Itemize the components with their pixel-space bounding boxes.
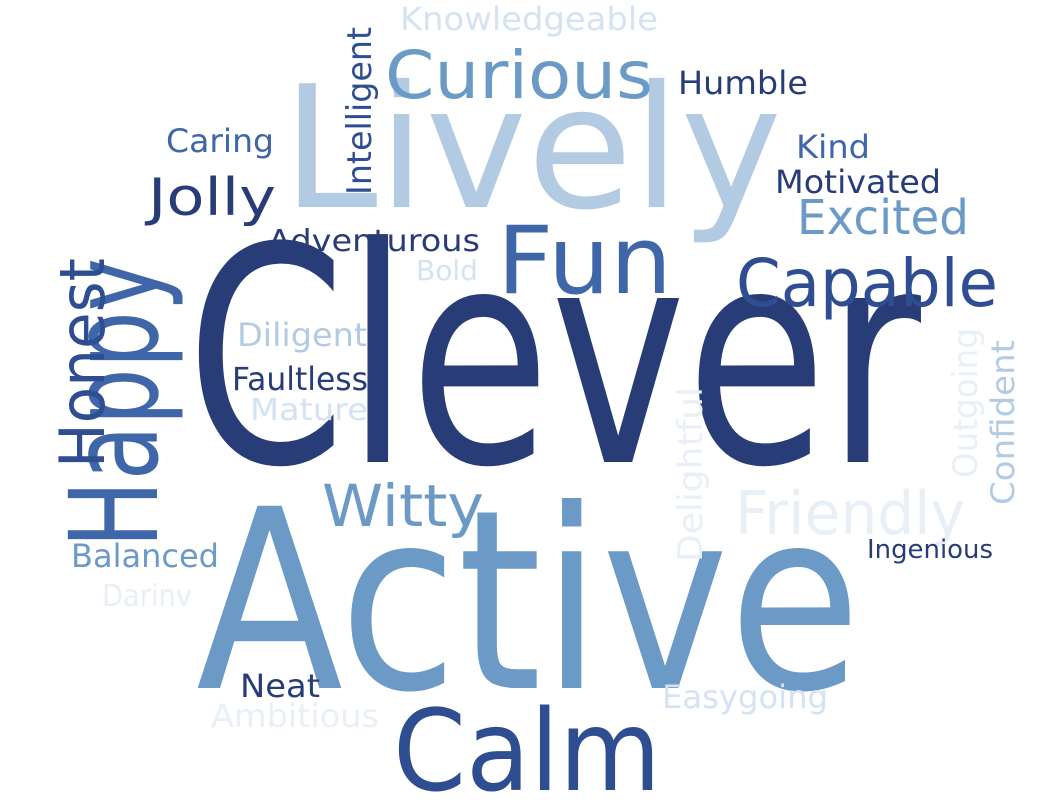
word-kind: Kind [796,128,870,166]
word-happy: Happy [44,258,186,548]
word-jolly: Jolly [144,168,276,228]
word-caring: Caring [166,122,274,160]
word-curious: Curious [385,37,653,114]
word-active: Active [196,456,861,747]
word-lively: Lively [282,50,782,248]
word-balanced: Balanced [71,537,219,575]
word-adventurous: Adventurous [268,224,480,259]
word-witty: Witty [322,472,484,540]
word-humble: Humble [678,64,808,102]
word-neat: Neat [240,667,320,705]
word-knowledgeable: Knowledgeable [400,0,658,38]
word-faultless: Faultless [232,360,368,398]
word-calm: Calm [393,687,661,808]
word-confident: Confident [984,340,1022,505]
word-darinv: Darinv [102,579,192,614]
word-easygoing: Easygoing [662,678,828,716]
word-capable: Capable [736,245,998,322]
word-clever: Clever [186,184,923,533]
word-honest: Honest [46,258,119,468]
word-mature: Mature [250,393,368,428]
word-ambitious: Ambitious [211,697,379,735]
word-motivated: Motivated [775,163,941,201]
word-excited: Excited [797,190,969,246]
word-ingenious: Ingenious [867,535,993,565]
word-delightful: Delightful [671,387,711,562]
word-diligent: Diligent [237,316,367,354]
word-intelligent: Intelligent [340,27,380,195]
word-bold: Bold [416,254,478,287]
word-outgoing: Outgoing [946,328,986,478]
word-fun: Fun [497,207,672,316]
word-friendly: Friendly [735,479,965,549]
